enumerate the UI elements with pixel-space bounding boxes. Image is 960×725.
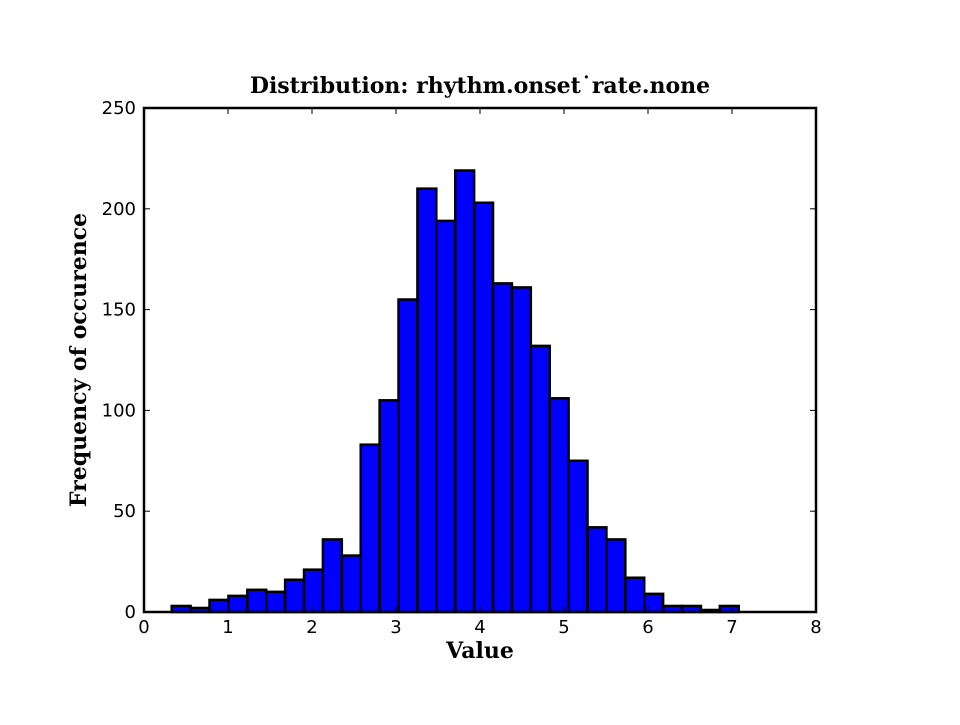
histogram-bar bbox=[246, 588, 268, 614]
histogram-bar bbox=[472, 201, 495, 614]
y-tick-label: 250 bbox=[102, 98, 136, 119]
histogram-bar bbox=[416, 187, 438, 614]
histogram-bar bbox=[453, 169, 476, 614]
x-tick-label: 4 bbox=[474, 617, 485, 638]
chart-title: Distribution: rhythm.onset˙rate.none bbox=[250, 73, 710, 99]
histogram-bar bbox=[397, 298, 419, 614]
x-tick-label: 0 bbox=[138, 617, 149, 638]
x-tick-label: 2 bbox=[306, 617, 317, 638]
histogram-bar bbox=[227, 594, 249, 614]
histogram-bar bbox=[567, 459, 589, 614]
y-tick-label: 100 bbox=[102, 400, 136, 421]
histogram-bar bbox=[302, 568, 325, 614]
histogram-bar bbox=[283, 578, 306, 614]
histogram-bar bbox=[586, 526, 608, 614]
histogram-bar bbox=[548, 397, 570, 614]
y-tick-label: 0 bbox=[125, 602, 136, 623]
x-tick-label: 7 bbox=[726, 617, 737, 638]
y-tick-label: 50 bbox=[113, 501, 136, 522]
histogram-bar bbox=[605, 538, 627, 614]
histogram-bar bbox=[642, 592, 665, 614]
histogram-bar bbox=[264, 590, 287, 614]
histogram-bar bbox=[340, 554, 362, 614]
x-tick-label: 6 bbox=[642, 617, 653, 638]
histogram-bar bbox=[208, 598, 230, 614]
tick-labels: 0 1 2 3 4 5 6 7 8 0 50 100 150 200 250 bbox=[102, 98, 822, 638]
x-tick-label: 3 bbox=[390, 617, 401, 638]
histogram-bar bbox=[491, 282, 514, 614]
bars-layer bbox=[170, 169, 740, 614]
x-tick-label: 8 bbox=[810, 617, 821, 638]
histogram-bar bbox=[510, 286, 533, 614]
histogram-bar bbox=[529, 344, 551, 614]
y-tick-label: 200 bbox=[102, 199, 136, 220]
histogram-bar bbox=[378, 399, 400, 614]
histogram-bar bbox=[359, 443, 381, 614]
histogram-bar bbox=[624, 576, 646, 614]
histogram-bar bbox=[321, 538, 344, 614]
histogram-bar bbox=[435, 219, 457, 614]
x-axis-title: Value bbox=[445, 638, 514, 664]
x-tick-label: 5 bbox=[558, 617, 569, 638]
plot-frame bbox=[142, 106, 818, 614]
y-tick-label: 150 bbox=[102, 300, 136, 321]
y-axis-title: Frequency of occurence bbox=[66, 213, 92, 507]
x-tick-label: 1 bbox=[222, 617, 233, 638]
